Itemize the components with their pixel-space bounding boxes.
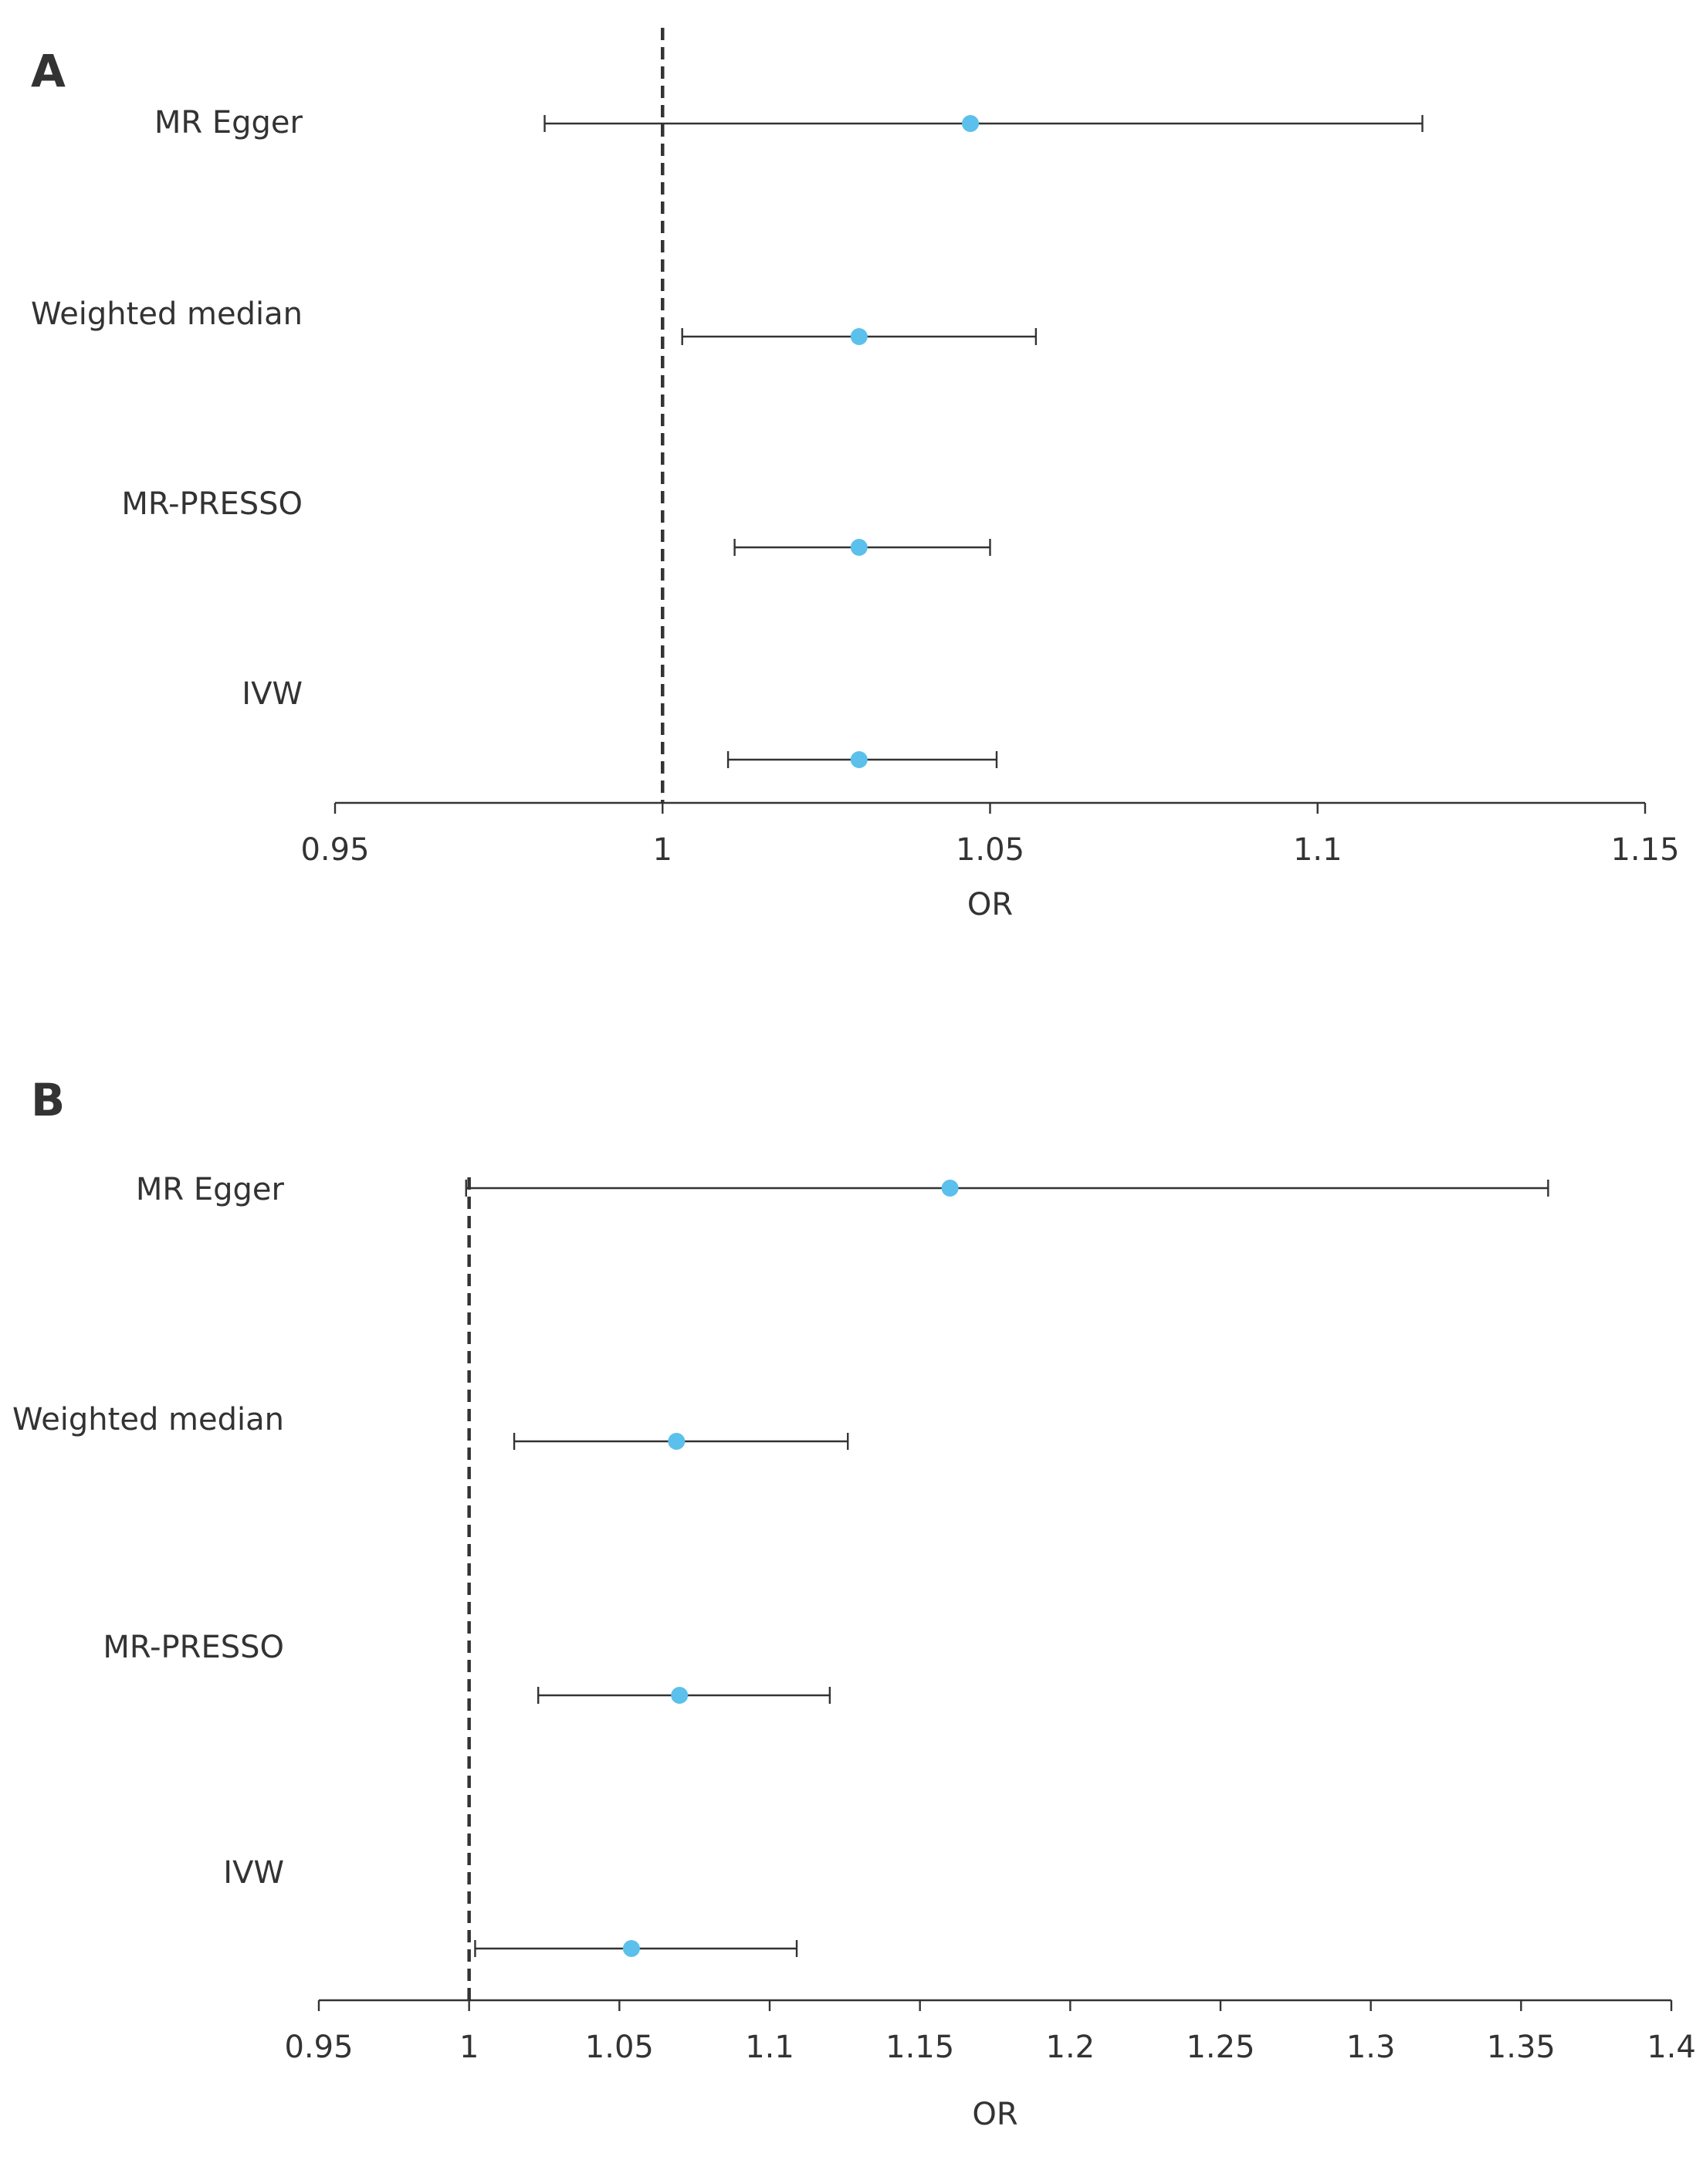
method-label: MR-PRESSO bbox=[121, 486, 303, 522]
method-label: MR Egger bbox=[154, 105, 303, 141]
x-tick-label: 0.95 bbox=[300, 832, 369, 868]
x-tick-label: 1.2 bbox=[1046, 2030, 1095, 2065]
panel-a: A MR Egger Weighted median MR-PRESSO IVW 0.95… bbox=[31, 28, 1680, 923]
or-point bbox=[962, 115, 980, 132]
method-label: IVW bbox=[242, 676, 303, 712]
x-tick-label: 1 bbox=[653, 832, 672, 868]
x-tick-label: 1.1 bbox=[745, 2030, 794, 2065]
method-label: IVW bbox=[223, 1855, 284, 1891]
method-label: MR-PRESSO bbox=[103, 1630, 284, 1665]
panel-letter: B bbox=[31, 1074, 65, 1126]
x-tick-label: 1 bbox=[459, 2030, 479, 2065]
method-label: Weighted median bbox=[12, 1402, 284, 1437]
or-point bbox=[850, 539, 868, 556]
x-tick-label: 1.35 bbox=[1487, 2030, 1556, 2065]
x-tick-label: 1.3 bbox=[1346, 2030, 1396, 2065]
or-point bbox=[622, 1940, 640, 1957]
x-axis-title: OR bbox=[967, 887, 1013, 923]
or-point bbox=[850, 751, 868, 768]
panel-letter: A bbox=[31, 45, 66, 97]
x-tick-label: 1.05 bbox=[956, 832, 1024, 868]
or-point bbox=[668, 1433, 686, 1450]
x-tick-label: 1.15 bbox=[885, 2030, 954, 2065]
x-tick-label: 1.25 bbox=[1186, 2030, 1254, 2065]
method-label: Weighted median bbox=[31, 296, 303, 332]
x-tick-label: 1.15 bbox=[1610, 832, 1679, 868]
method-label: MR Egger bbox=[136, 1172, 285, 1207]
x-tick-label: 1.05 bbox=[585, 2030, 654, 2065]
or-point bbox=[671, 1687, 689, 1704]
x-tick-label: 1.4 bbox=[1647, 2030, 1696, 2065]
or-point bbox=[941, 1180, 959, 1197]
x-axis-title: OR bbox=[972, 2097, 1017, 2132]
x-tick-label: 1.1 bbox=[1293, 832, 1342, 868]
x-tick-label: 0.95 bbox=[284, 2030, 353, 2065]
or-point bbox=[850, 328, 868, 345]
panel-b: B MR Egger Weighted median MR-PRESSO IVW 0.95… bbox=[12, 1074, 1696, 2132]
